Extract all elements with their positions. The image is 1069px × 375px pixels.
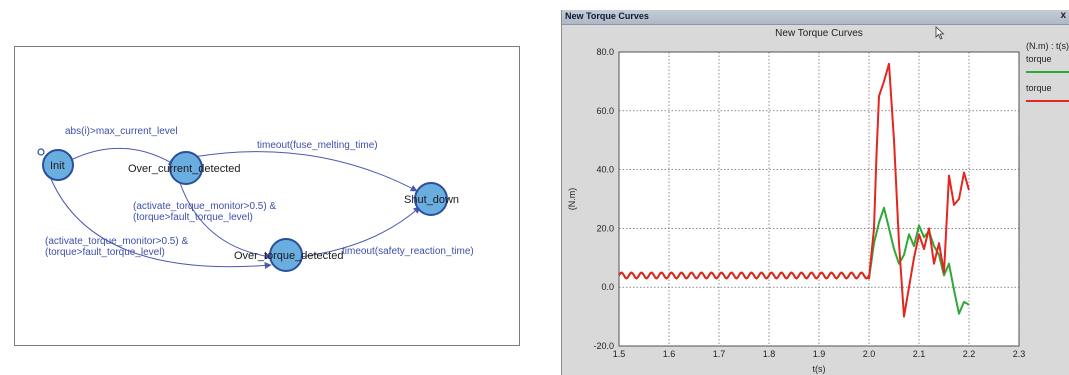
transition-init-to-over-torque[interactable] (50, 178, 272, 269)
close-icon[interactable]: x (1060, 10, 1066, 21)
state-machine-panel: Init Over_current_detected Shut_down Ove… (14, 46, 520, 346)
state-machine-diagram: Init Over_current_detected Shut_down Ove… (37, 126, 474, 272)
y-tick-label: 20.0 (596, 223, 614, 233)
initial-state-marker (37, 148, 45, 156)
y-tick-label: 0.0 (601, 282, 614, 292)
label-over-current-to-over-torque-1: (activate_torque_monitor>0.5) & (133, 201, 276, 212)
grid-lines (618, 51, 1020, 347)
label-init-to-over-torque-1: (activate_torque_monitor>0.5) & (45, 236, 188, 247)
x-tick-label: 1.8 (763, 349, 776, 359)
state-over-current-label: Over_current_detected (128, 163, 241, 175)
x-tick-label: 2.2 (963, 349, 976, 359)
series-lines (618, 62, 970, 318)
x-axis-label: t(s) (813, 364, 826, 374)
state-shut-down-label: Shut_down (404, 194, 459, 206)
x-tick-label: 1.5 (613, 349, 626, 359)
state-over-torque-detected[interactable]: Over_torque_detected (234, 238, 343, 272)
label-init-to-over-torque-2: (torque>fault_torque_level) (45, 247, 165, 258)
axis-ticks: 1.5 1.6 1.7 1.8 1.9 2.0 2.1 2.2 2.3 -20.0 0.0 20.0 4… (593, 47, 1025, 359)
y-tick-label: -20.0 (593, 341, 614, 351)
chart-title: New Torque Curves (775, 28, 863, 39)
state-init[interactable]: Init (42, 149, 74, 181)
x-tick-label: 1.6 (663, 349, 676, 359)
label-over-current-to-over-torque-2: (torque>fault_torque_level) (133, 212, 253, 223)
x-tick-label: 1.9 (813, 349, 826, 359)
x-tick-label: 2.0 (863, 349, 876, 359)
legend-title: (N.m) : t(s) (1026, 41, 1069, 51)
label-init-to-over-current: abs(i)>max_current_level (65, 126, 178, 137)
y-tick-label: 60.0 (596, 106, 614, 116)
x-tick-label: 2.1 (913, 349, 926, 359)
transition-over-torque-to-shut-down[interactable] (299, 206, 421, 258)
y-tick-label: 80.0 (596, 47, 614, 57)
mouse-pointer-icon (935, 26, 945, 40)
label-over-torque-to-shut-down: timeout(safety_reaction_time) (342, 246, 474, 257)
state-shut-down[interactable]: Shut_down (404, 182, 459, 216)
series-torque-red-line (618, 62, 970, 318)
y-tick-label: 40.0 (596, 165, 614, 175)
transition-over-current-to-over-torque[interactable] (179, 182, 272, 260)
torque-curves-window[interactable]: 1.5 1.6 1.7 1.8 1.9 2.0 2.1 2.2 2.3 -20.0 0.0 20.0 4… (561, 10, 1069, 375)
legend-entry-green-label: torque (1026, 54, 1052, 64)
window-title: New Torque Curves (565, 11, 649, 21)
transition-over-current-to-shut-down[interactable] (192, 151, 418, 192)
x-tick-label: 2.3 (1013, 349, 1026, 359)
legend-entry-red-label: torque (1026, 83, 1052, 93)
transition-init-to-over-current[interactable] (72, 147, 176, 166)
torque-plot: 1.5 1.6 1.7 1.8 1.9 2.0 2.1 2.2 2.3 -20.0 0.0 20.0 4… (567, 28, 1069, 374)
state-over-current-detected[interactable]: Over_current_detected (128, 151, 241, 185)
window-titlebar[interactable]: New Torque Curves x (562, 10, 1069, 25)
legend: (N.m) : t(s) torque torque (1026, 41, 1069, 102)
state-over-torque-label: Over_torque_detected (234, 250, 343, 262)
label-over-current-to-shut-down: timeout(fuse_melting_time) (257, 140, 378, 151)
state-init-label: Init (50, 160, 65, 172)
x-tick-label: 1.7 (713, 349, 726, 359)
y-axis-label: (N.m) (567, 188, 577, 211)
